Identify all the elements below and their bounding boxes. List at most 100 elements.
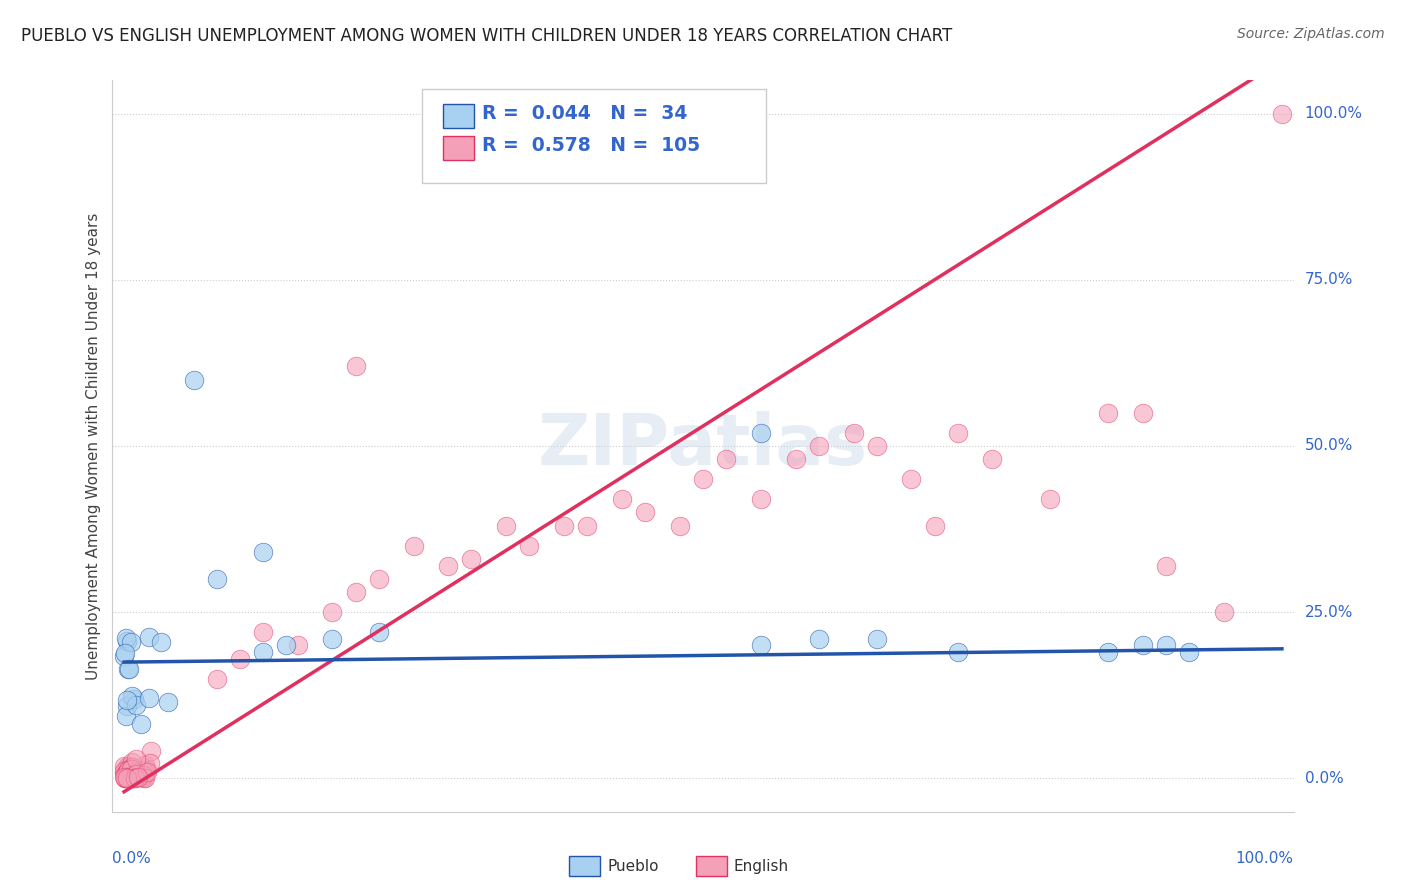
Point [122, 766, 145, 780]
Point [121, 762, 143, 776]
Point [1178, 645, 1201, 659]
Point [120, 760, 142, 774]
Point [749, 492, 772, 507]
Point [115, 760, 138, 774]
Point [132, 768, 155, 782]
Point [139, 756, 162, 770]
Point [124, 752, 146, 766]
Point [749, 639, 772, 653]
Point [1154, 558, 1177, 573]
Text: 0.0%: 0.0% [1305, 771, 1343, 786]
Point [112, 770, 135, 784]
Point [121, 765, 143, 780]
Point [118, 768, 141, 782]
Point [437, 558, 460, 573]
Point [138, 631, 160, 645]
Point [205, 572, 228, 586]
Point [276, 639, 298, 653]
Point [129, 717, 152, 731]
Text: 75.0%: 75.0% [1305, 272, 1353, 287]
Point [692, 472, 714, 486]
Y-axis label: Unemployment Among Women with Children Under 18 years: Unemployment Among Women with Children U… [86, 212, 101, 680]
Point [150, 635, 173, 649]
Point [252, 545, 274, 559]
Point [924, 518, 946, 533]
Point [866, 632, 889, 646]
Point [183, 372, 205, 386]
Point [118, 662, 141, 676]
Point [114, 771, 136, 785]
Point [115, 767, 138, 781]
Point [252, 645, 274, 659]
Text: R =  0.578   N =  105: R = 0.578 N = 105 [482, 136, 700, 155]
Text: 25.0%: 25.0% [1305, 605, 1353, 620]
Point [120, 635, 142, 649]
Point [402, 539, 425, 553]
Point [134, 765, 156, 780]
Point [205, 672, 228, 686]
Point [117, 662, 139, 676]
Point [229, 652, 252, 666]
Point [114, 771, 136, 785]
Point [1097, 645, 1119, 659]
Point [118, 768, 141, 782]
Point [115, 633, 138, 648]
Point [114, 764, 136, 778]
Point [114, 647, 136, 661]
Point [807, 632, 830, 646]
Point [367, 625, 389, 640]
Point [610, 492, 633, 507]
Point [842, 425, 865, 440]
Point [115, 631, 138, 645]
Point [114, 771, 136, 785]
Point [121, 760, 143, 774]
Point [1271, 106, 1294, 120]
Point [495, 518, 517, 533]
Point [367, 572, 389, 586]
Point [115, 768, 138, 782]
Text: Source: ZipAtlas.com: Source: ZipAtlas.com [1237, 27, 1385, 41]
Point [134, 757, 156, 772]
Point [114, 764, 136, 778]
Point [344, 359, 367, 374]
Point [115, 769, 138, 783]
Point [122, 772, 145, 786]
Point [1132, 406, 1154, 420]
Text: 100.0%: 100.0% [1236, 851, 1294, 865]
Point [117, 771, 139, 785]
Point [139, 744, 162, 758]
Point [135, 765, 157, 780]
Point [122, 771, 145, 785]
Point [120, 768, 142, 782]
Point [321, 632, 343, 646]
Point [125, 698, 148, 713]
Point [118, 761, 141, 775]
Point [118, 765, 141, 780]
Point [114, 765, 136, 780]
Point [460, 552, 482, 566]
Text: ZIPatlas: ZIPatlas [538, 411, 868, 481]
Point [122, 766, 145, 780]
Text: 100.0%: 100.0% [1305, 106, 1362, 121]
Point [669, 518, 692, 533]
Point [344, 585, 367, 599]
Point [1132, 639, 1154, 653]
Point [120, 763, 142, 777]
Point [121, 768, 143, 782]
Point [634, 506, 657, 520]
Point [122, 767, 145, 781]
Point [115, 771, 138, 785]
Point [114, 770, 136, 784]
Point [124, 771, 146, 785]
Point [124, 764, 146, 779]
Point [946, 425, 969, 440]
Point [121, 756, 143, 770]
Point [115, 768, 138, 782]
Point [124, 772, 146, 786]
Point [114, 766, 136, 780]
Point [125, 767, 148, 781]
Text: R =  0.044   N =  34: R = 0.044 N = 34 [482, 103, 688, 123]
Point [114, 771, 136, 785]
Point [946, 645, 969, 659]
Point [1154, 639, 1177, 653]
